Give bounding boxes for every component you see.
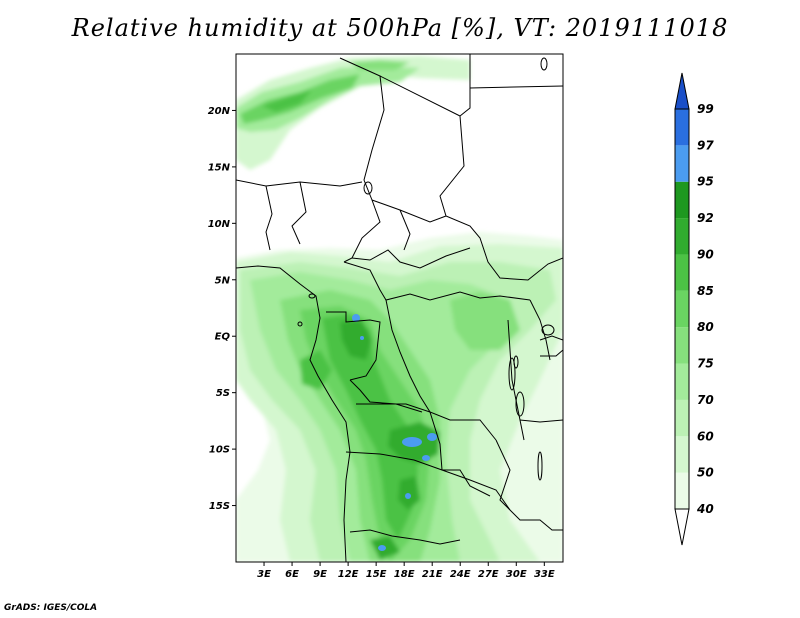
colorbar-label: 75 [697, 357, 714, 371]
lon-tick-label: 27E [478, 569, 499, 580]
country-boundaries [236, 54, 563, 562]
colorbar-band [675, 290, 689, 328]
colorbar: 40 50 60 70 75 80 85 90 92 95 97 99 [674, 72, 714, 546]
lat-tick-label: 5S [216, 388, 230, 399]
colorbar-band [675, 109, 689, 146]
lon-tick-label: 30E [506, 569, 527, 580]
colorbar-band [675, 218, 689, 255]
colorbar-band [675, 436, 689, 473]
lon-tick-label: 6E [285, 569, 299, 580]
colorbar-label: 85 [697, 284, 714, 298]
credit-label: GrADS: IGES/COLA [4, 603, 98, 613]
lat-tick-label: EQ [215, 332, 231, 343]
colorbar-label: 92 [697, 211, 714, 225]
lat-tick-label: 10N [208, 219, 231, 230]
lat-tick-label: 5N [215, 275, 231, 286]
chart-title: Relative humidity at 500hPa [%], VT: 201… [71, 14, 729, 42]
colorbar-label: 60 [697, 429, 714, 443]
lon-tick-label: 33E [534, 569, 555, 580]
lon-tick-label: 12E [338, 569, 359, 580]
colorbar-label: 40 [696, 502, 714, 516]
colorbar-label: 97 [697, 138, 714, 152]
lon-tick-label: 9E [313, 569, 327, 580]
colorbar-max-arrow [674, 72, 690, 110]
latitude-axis: 20N 15N 10N 5N EQ 5S 10S 15S [208, 106, 236, 512]
colorbar-band [675, 181, 689, 219]
colorbar-label: 95 [697, 175, 714, 189]
lon-tick-label: 21E [422, 569, 443, 580]
colorbar-min-arrow [674, 508, 690, 546]
colorbar-band [675, 254, 689, 291]
map-frame [235, 53, 564, 563]
humidity-field [236, 54, 563, 562]
lon-tick-label: 24E [450, 569, 471, 580]
colorbar-label: 50 [697, 466, 714, 480]
colorbar-band [675, 472, 689, 509]
colorbar-label: 99 [697, 102, 714, 116]
colorbar-band [675, 327, 689, 364]
colorbar-band [675, 399, 689, 437]
colorbar-label: 80 [697, 320, 714, 334]
lon-tick-label: 18E [394, 569, 415, 580]
lat-tick-label: 20N [208, 106, 231, 117]
lat-tick-label: 15S [209, 501, 230, 512]
colorbar-band [675, 363, 689, 400]
colorbar-label: 90 [697, 247, 714, 261]
lon-tick-label: 3E [257, 569, 271, 580]
lat-tick-label: 10S [209, 445, 230, 456]
colorbar-label: 70 [697, 393, 714, 407]
colorbar-frame [674, 108, 690, 510]
longitude-axis: 3E 6E 9E 12E 15E 18E 21E 24E 27E 30E 33E [257, 562, 555, 580]
colorbar-band [675, 145, 689, 182]
lat-tick-label: 15N [208, 162, 231, 173]
lon-tick-label: 15E [366, 569, 387, 580]
saturated-patches [352, 314, 437, 551]
